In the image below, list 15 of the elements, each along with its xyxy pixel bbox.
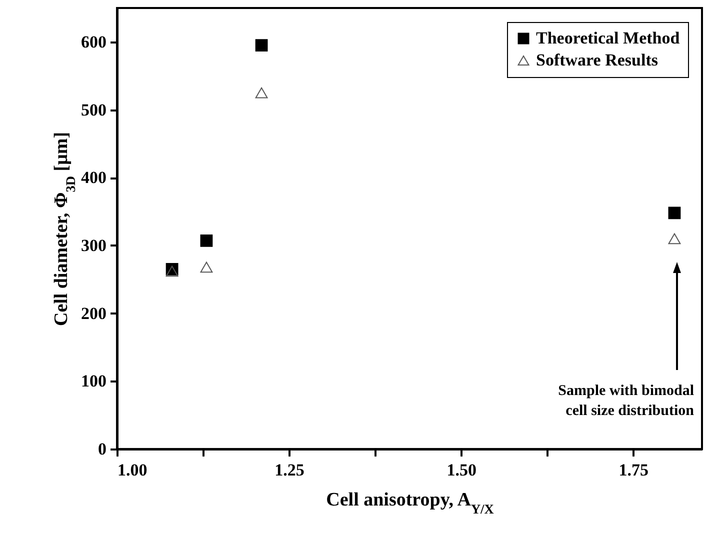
x-tick-label: 1.25: [274, 460, 304, 480]
x-tick-label: 1.00: [118, 460, 148, 480]
y-tick-label: 0: [98, 440, 106, 458]
legend-label: Software Results: [536, 50, 658, 70]
y-tick-label: 200: [81, 304, 106, 323]
y-tick-label: 600: [81, 32, 106, 52]
y-tick-label: 300: [81, 236, 106, 255]
x-tick-label: 1.50: [446, 460, 476, 480]
legend-label: Theoretical Method: [536, 28, 680, 48]
x-axis-title: Cell anisotropy, A$_{Y/X}$: [326, 490, 494, 516]
annotation: Sample with bimodal cell size distribution: [558, 383, 695, 419]
y-tick-label: 500: [81, 100, 106, 120]
y-tick-label: 100: [81, 372, 106, 391]
x-tick-label: 1.75: [618, 460, 649, 480]
y-tick-label: 400: [81, 168, 106, 188]
